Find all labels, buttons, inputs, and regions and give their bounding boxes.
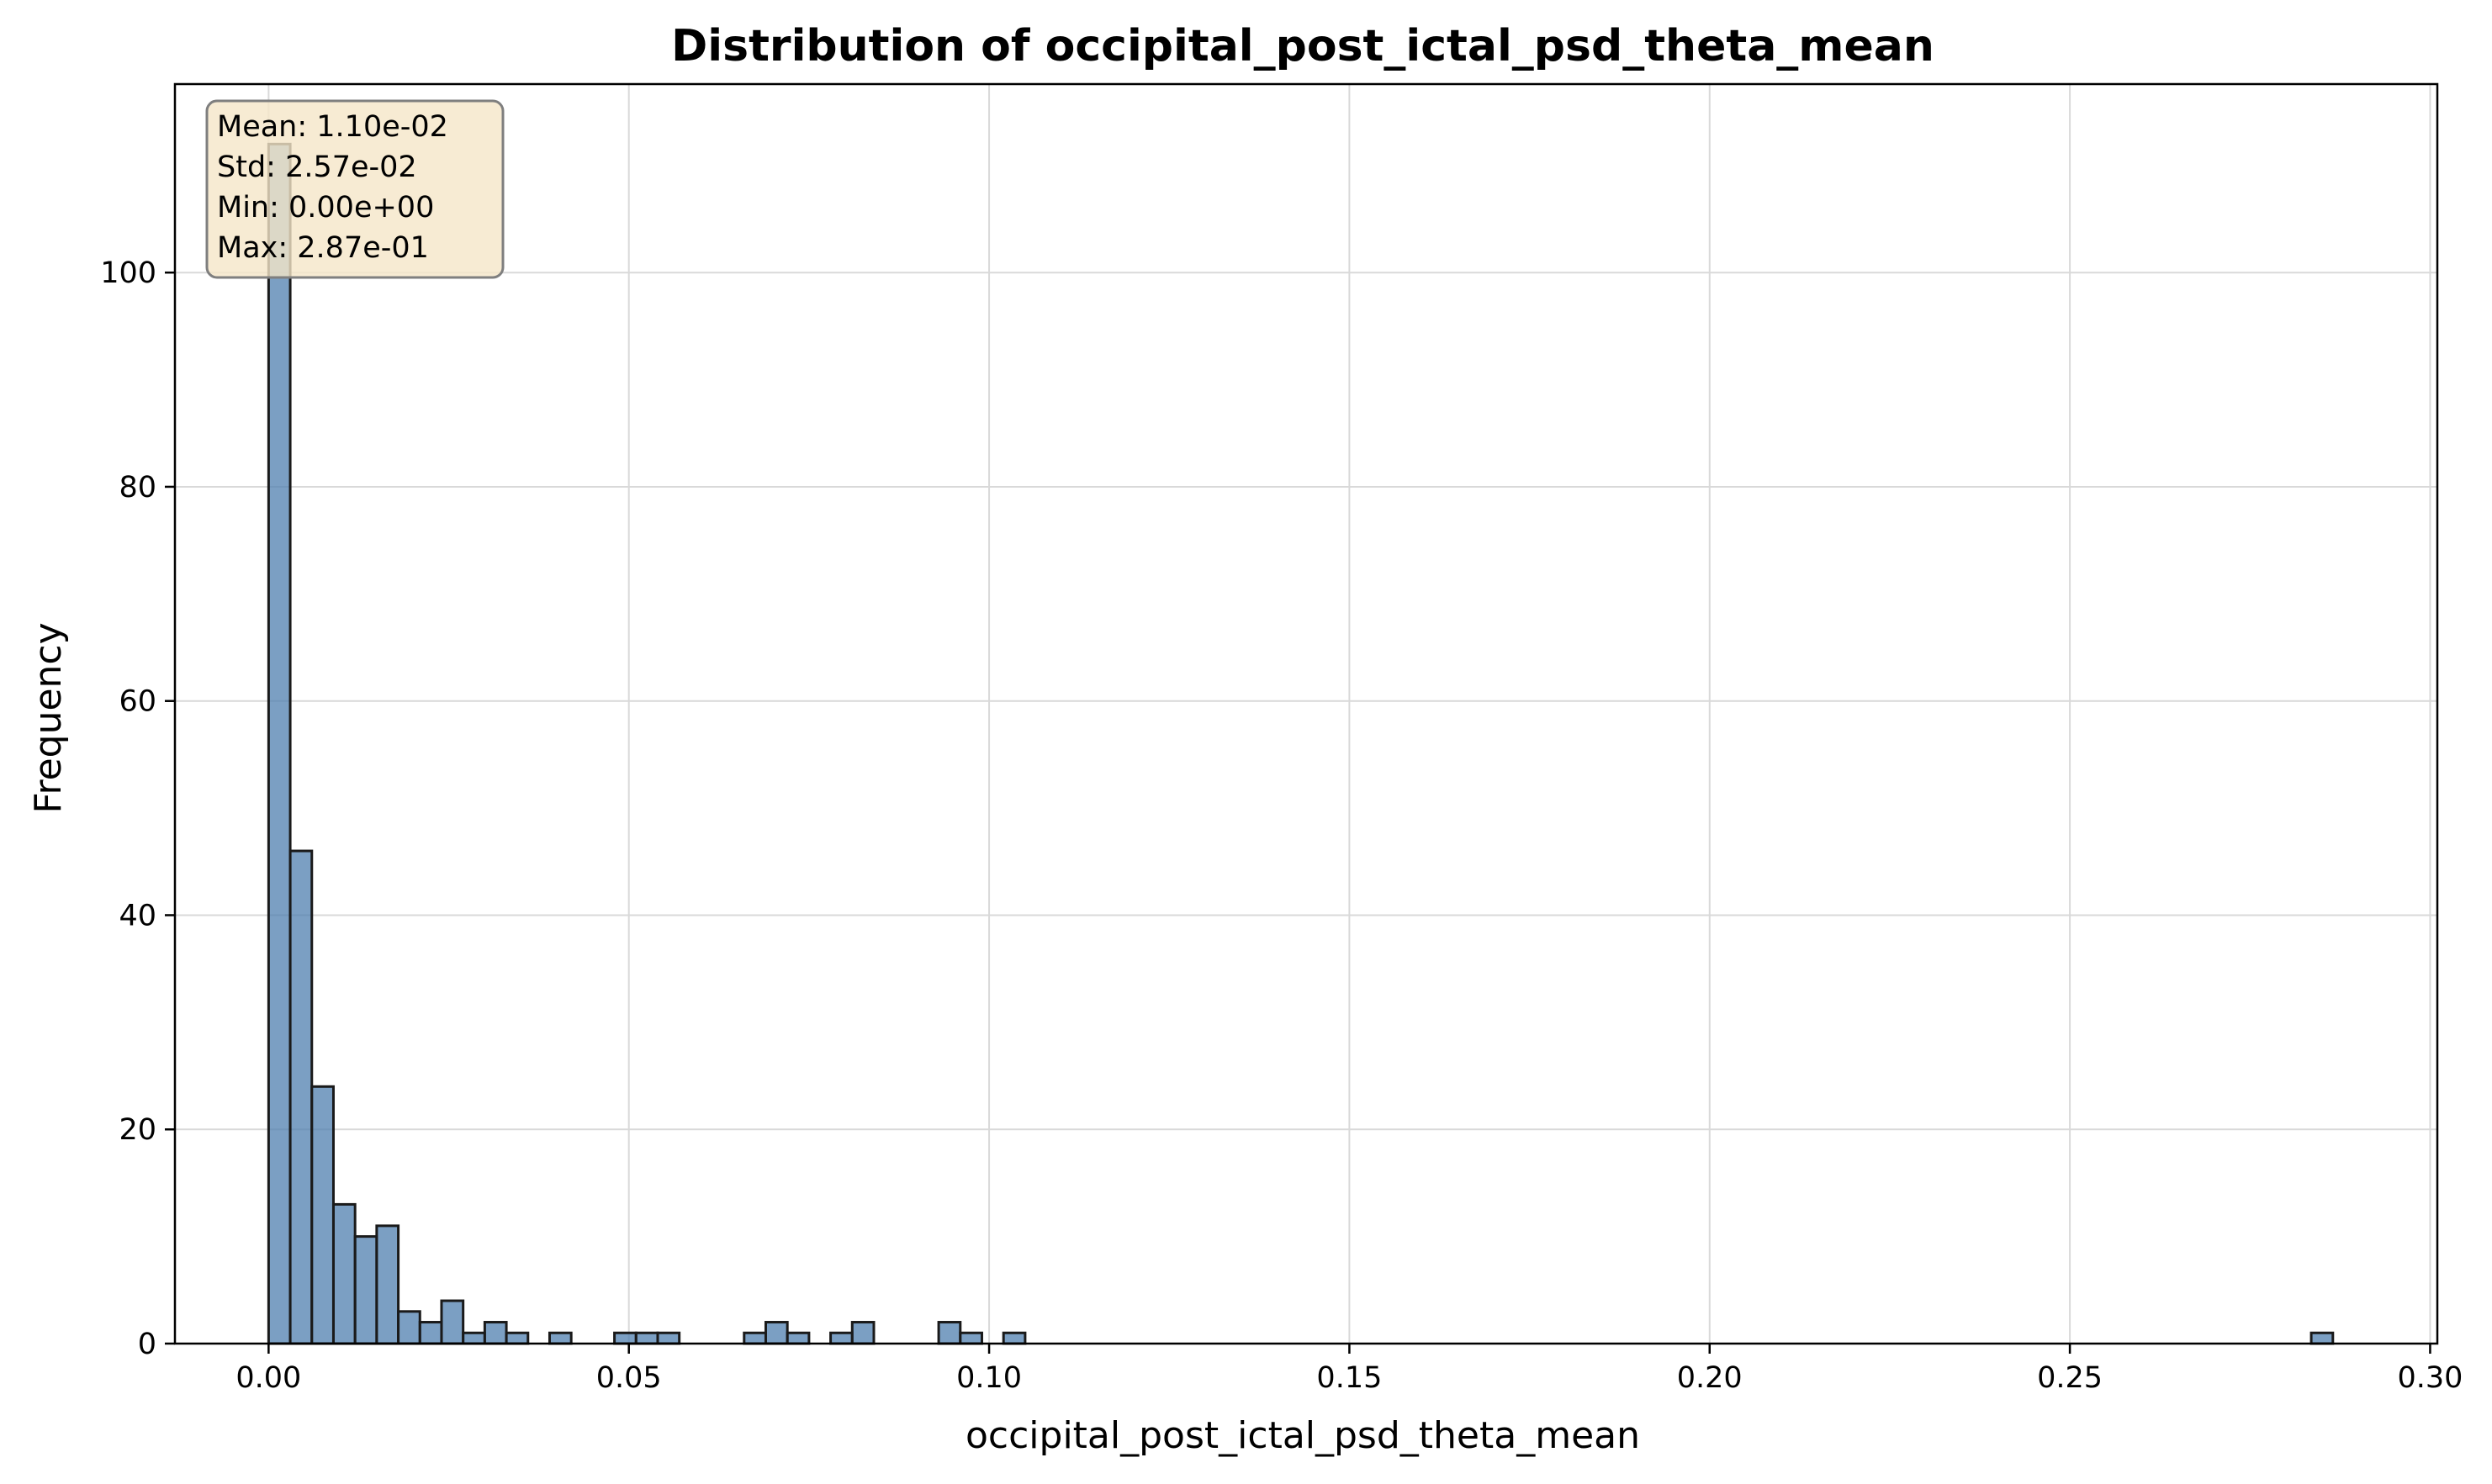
histogram-bar: [267, 142, 292, 1345]
histogram-bar: [288, 849, 314, 1345]
histogram-bar: [613, 1331, 638, 1345]
histogram-bar: [483, 1321, 508, 1345]
histogram-bar: [2309, 1331, 2335, 1345]
x-axis-label: occipital_post_ictal_psd_theta_mean: [966, 1414, 1640, 1457]
histogram-bar: [850, 1321, 876, 1345]
y-tick-label: 60: [119, 685, 156, 719]
stats-box: Mean: 1.10e-02 Std: 2.57e-02 Min: 0.00e+…: [205, 99, 505, 279]
chart-title: Distribution of occipital_post_ictal_psd…: [671, 21, 1934, 71]
histogram-bar: [397, 1310, 421, 1345]
histogram-bar: [505, 1331, 530, 1345]
stats-std: Std: 2.57e-02: [217, 151, 417, 184]
x-tick-label: 0.15: [1316, 1361, 1382, 1395]
x-tick-label: 0.10: [956, 1361, 1022, 1395]
histogram-bar: [440, 1299, 465, 1345]
histogram-bar: [786, 1331, 811, 1345]
histogram-bar: [764, 1321, 789, 1345]
histogram-bar: [743, 1331, 767, 1345]
x-tick-label: 0.20: [1677, 1361, 1743, 1395]
histogram-bar: [959, 1331, 983, 1345]
histogram-bar: [418, 1321, 443, 1345]
stats-max: Max: 2.87e-01: [217, 231, 429, 265]
histogram-bar: [462, 1331, 486, 1345]
x-axis-ticks: 0.00 0.05 0.10 0.15 0.20 0.25 0.30: [235, 1344, 2463, 1395]
x-tick-label: 0.30: [2397, 1361, 2463, 1395]
histogram-bar: [829, 1331, 854, 1345]
y-axis-label: Frequency: [27, 622, 70, 813]
stats-min: Min: 0.00e+00: [217, 191, 434, 224]
x-tick-label: 0.25: [2037, 1361, 2103, 1395]
y-tick-label: 40: [119, 899, 156, 932]
histogram-bar: [656, 1331, 681, 1345]
histogram-bar: [310, 1085, 335, 1345]
histogram-bar: [937, 1321, 962, 1345]
histogram-bar: [353, 1235, 378, 1345]
plot-frame: [173, 82, 2439, 1345]
x-tick-label: 0.05: [596, 1361, 662, 1395]
y-tick-label: 0: [138, 1328, 156, 1361]
y-axis-ticks: 0 20 40 60 80 100: [100, 256, 175, 1361]
histogram-bar: [331, 1202, 357, 1345]
y-tick-label: 20: [119, 1113, 156, 1147]
histogram-bar: [548, 1331, 573, 1345]
y-tick-label: 80: [119, 471, 156, 504]
stats-box-background: [205, 99, 505, 279]
histogram-bar: [1002, 1331, 1027, 1345]
histogram-bar: [634, 1331, 659, 1345]
y-tick-label: 100: [100, 256, 156, 290]
histogram-bar: [375, 1224, 400, 1345]
x-tick-label: 0.00: [235, 1361, 301, 1395]
stats-mean: Mean: 1.10e-02: [217, 110, 448, 144]
